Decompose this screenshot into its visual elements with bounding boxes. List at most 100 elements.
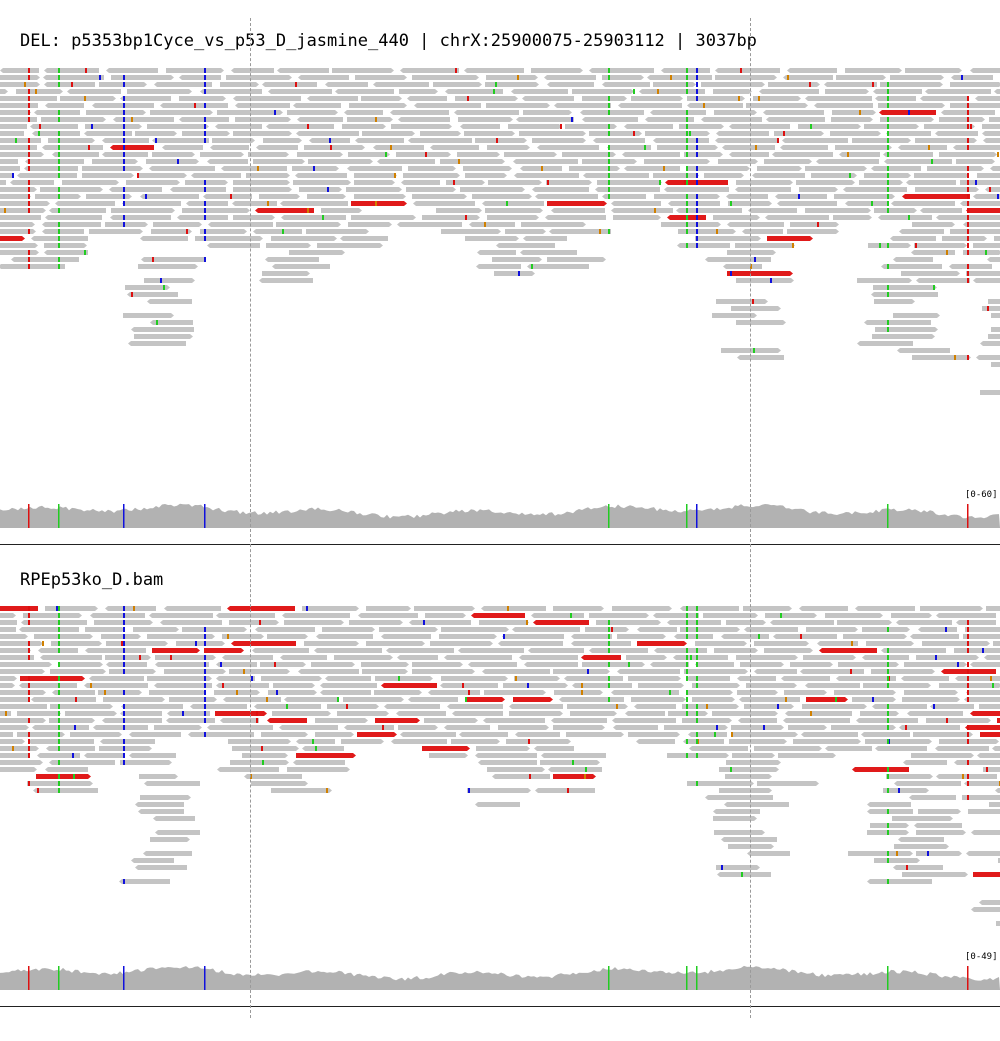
read <box>845 201 887 206</box>
read <box>203 194 252 199</box>
mismatch-mark <box>58 774 60 779</box>
read <box>463 166 512 171</box>
read <box>687 781 754 786</box>
mismatch-mark <box>204 641 206 646</box>
mismatch-mark <box>935 655 937 660</box>
read <box>729 739 787 744</box>
read <box>0 760 43 765</box>
mismatch-mark <box>961 75 963 80</box>
read <box>982 124 1000 129</box>
mismatch-mark <box>329 138 331 143</box>
read <box>780 145 828 150</box>
mismatch-mark <box>608 159 610 164</box>
mismatch-mark <box>204 180 206 185</box>
mismatch-mark <box>204 131 206 136</box>
read <box>289 250 345 255</box>
mismatch-mark <box>887 648 889 653</box>
read <box>200 229 247 234</box>
read <box>805 96 872 101</box>
read <box>70 732 122 737</box>
read <box>570 711 617 716</box>
read <box>721 634 769 639</box>
mismatch-mark <box>887 173 889 178</box>
read <box>337 711 389 716</box>
mismatch-mark <box>58 117 60 122</box>
mismatch-mark <box>137 173 139 178</box>
read <box>222 655 273 660</box>
mismatch-mark <box>696 194 698 199</box>
mismatch-mark <box>58 739 60 744</box>
read <box>265 257 319 262</box>
mismatch-mark <box>58 194 60 199</box>
read <box>871 292 938 297</box>
mismatch-mark <box>58 166 60 171</box>
read <box>994 236 1000 241</box>
read <box>44 68 99 73</box>
read <box>901 271 960 276</box>
read <box>949 264 992 269</box>
mismatch-mark <box>696 648 698 653</box>
read <box>783 718 850 723</box>
mismatch-mark <box>58 187 60 192</box>
read <box>920 96 968 101</box>
read <box>564 676 623 681</box>
mismatch-mark <box>58 138 60 143</box>
mismatch-mark <box>740 68 742 73</box>
read <box>554 690 603 695</box>
mismatch-mark <box>58 676 60 681</box>
read <box>803 655 856 660</box>
read <box>834 690 896 695</box>
mismatch-mark <box>686 669 688 674</box>
read <box>686 690 733 695</box>
read <box>400 732 456 737</box>
read <box>485 208 543 213</box>
coverage-mismatch-bar <box>696 966 698 990</box>
mismatch-mark <box>220 662 222 667</box>
read <box>17 173 77 178</box>
mismatch-mark <box>686 110 688 115</box>
mismatch-mark <box>967 774 969 779</box>
read <box>0 690 46 695</box>
read <box>918 627 957 632</box>
read <box>0 124 27 129</box>
read <box>727 250 776 255</box>
mismatch-mark <box>468 788 470 793</box>
read <box>692 683 740 688</box>
read <box>502 634 564 639</box>
mismatch-mark <box>686 648 688 653</box>
mismatch-mark <box>810 124 812 129</box>
mismatch-mark <box>696 739 698 744</box>
read <box>589 68 654 73</box>
read <box>980 390 1000 395</box>
read <box>19 627 79 632</box>
read <box>777 201 837 206</box>
read <box>891 201 955 206</box>
mismatch-mark <box>967 662 969 667</box>
read <box>347 117 393 122</box>
mismatch-mark <box>967 264 969 269</box>
mismatch-mark <box>28 746 30 751</box>
read <box>304 145 365 150</box>
read <box>625 711 665 716</box>
mismatch-mark <box>686 676 688 681</box>
read <box>860 711 899 716</box>
read <box>0 725 29 730</box>
read <box>879 110 936 115</box>
mismatch-mark <box>696 75 698 80</box>
read <box>753 96 801 101</box>
read <box>170 187 226 192</box>
mismatch-mark <box>887 767 889 772</box>
read <box>348 222 392 227</box>
mismatch-mark <box>123 746 125 751</box>
alignment-track-1[interactable] <box>0 68 1000 530</box>
read <box>724 802 789 807</box>
read <box>644 159 710 164</box>
read <box>475 753 537 758</box>
alignment-track-2[interactable] <box>0 606 1000 992</box>
mismatch-mark <box>313 166 315 171</box>
mismatch-mark <box>887 152 889 157</box>
mismatch-mark <box>204 187 206 192</box>
read <box>914 823 962 828</box>
read <box>0 264 65 269</box>
mismatch-mark <box>58 152 60 157</box>
